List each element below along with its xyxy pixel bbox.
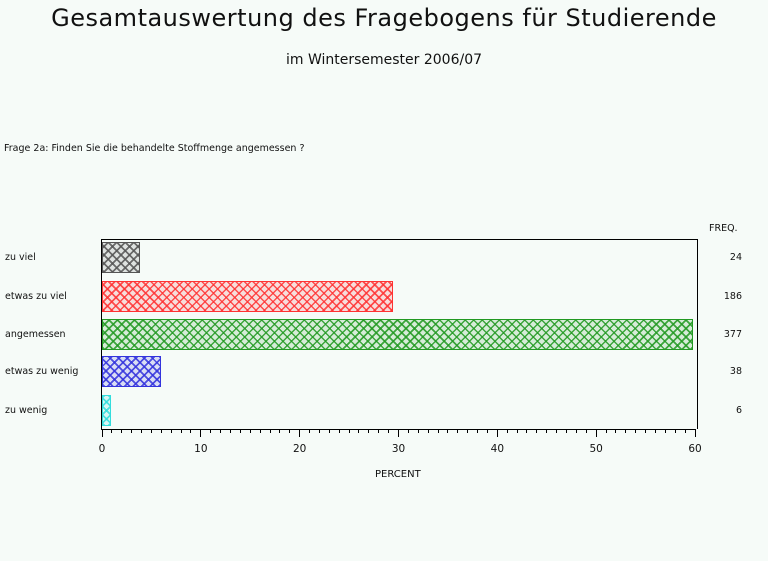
x-tick bbox=[328, 429, 330, 433]
freq-header: FREQ. bbox=[709, 223, 738, 234]
x-tick bbox=[318, 429, 320, 433]
x-tick bbox=[150, 429, 152, 433]
x-tick-label: 20 bbox=[292, 443, 307, 455]
x-tick bbox=[200, 429, 202, 437]
x-tick bbox=[299, 429, 301, 437]
bar-angemessen bbox=[102, 319, 693, 350]
x-tick bbox=[417, 429, 419, 433]
x-tick bbox=[437, 429, 439, 433]
x-tick bbox=[575, 429, 577, 433]
x-tick bbox=[684, 429, 686, 433]
bar-zu-wenig bbox=[102, 395, 112, 426]
x-tick bbox=[526, 429, 528, 433]
x-tick bbox=[368, 429, 370, 433]
x-tick bbox=[477, 429, 479, 433]
x-tick bbox=[625, 429, 627, 433]
x-tick bbox=[348, 429, 350, 433]
x-tick bbox=[101, 429, 103, 437]
x-tick bbox=[388, 429, 390, 433]
x-tick-label: 10 bbox=[194, 443, 208, 455]
x-tick bbox=[645, 429, 647, 433]
x-tick bbox=[694, 429, 696, 437]
x-tick bbox=[427, 429, 429, 433]
x-axis-label: PERCENT bbox=[375, 469, 421, 480]
x-tick bbox=[516, 429, 518, 433]
category-label: etwas zu viel bbox=[5, 291, 67, 302]
bar-etwas-zu-viel bbox=[102, 281, 394, 312]
x-tick bbox=[279, 429, 281, 433]
x-tick bbox=[635, 429, 637, 433]
x-tick bbox=[447, 429, 449, 433]
bar-zu-viel bbox=[102, 242, 140, 273]
frequency-value: 186 bbox=[723, 291, 742, 302]
x-tick bbox=[536, 429, 538, 433]
x-tick-label: 0 bbox=[98, 443, 106, 455]
bar-etwas-zu-wenig bbox=[102, 356, 162, 387]
chart-subtitle: im Wintersemester 2006/07 bbox=[285, 52, 483, 68]
frequency-value: 6 bbox=[735, 405, 742, 416]
x-tick bbox=[259, 429, 261, 433]
x-tick bbox=[605, 429, 607, 433]
x-tick bbox=[585, 429, 587, 433]
x-tick bbox=[496, 429, 498, 437]
x-tick bbox=[170, 429, 172, 433]
x-tick bbox=[229, 429, 231, 433]
x-tick bbox=[467, 429, 469, 433]
frequency-value: 38 bbox=[729, 366, 742, 377]
x-tick bbox=[160, 429, 162, 433]
x-tick bbox=[338, 429, 340, 433]
x-tick bbox=[595, 429, 597, 437]
x-tick bbox=[249, 429, 251, 433]
x-tick bbox=[664, 429, 666, 433]
x-tick-label: 40 bbox=[490, 443, 505, 455]
x-tick bbox=[190, 429, 192, 433]
category-label: zu viel bbox=[5, 252, 36, 263]
category-label: zu wenig bbox=[5, 405, 48, 416]
x-tick bbox=[654, 429, 656, 433]
x-tick-label: 30 bbox=[391, 443, 406, 455]
x-tick bbox=[121, 429, 123, 433]
x-tick bbox=[309, 429, 311, 433]
x-tick bbox=[239, 429, 241, 433]
question-label: Frage 2a: Finden Sie die behandelte Stof… bbox=[4, 143, 305, 154]
x-tick bbox=[506, 429, 508, 433]
x-tick bbox=[141, 429, 143, 433]
x-tick bbox=[180, 429, 182, 433]
x-tick bbox=[674, 429, 676, 433]
x-tick bbox=[407, 429, 409, 433]
frequency-value: 24 bbox=[729, 252, 742, 263]
x-tick bbox=[566, 429, 568, 433]
x-tick bbox=[358, 429, 360, 433]
frequency-value: 377 bbox=[723, 329, 742, 340]
x-tick bbox=[486, 429, 488, 433]
x-tick bbox=[546, 429, 548, 433]
category-label: angemessen bbox=[5, 329, 66, 340]
chart-title: Gesamtauswertung des Fragebogens für Stu… bbox=[51, 4, 717, 32]
plot-frame bbox=[101, 239, 698, 429]
x-tick-label: 60 bbox=[688, 443, 702, 455]
x-tick bbox=[615, 429, 617, 433]
x-tick bbox=[378, 429, 380, 433]
x-tick bbox=[556, 429, 558, 433]
x-tick bbox=[269, 429, 271, 433]
x-tick bbox=[131, 429, 133, 433]
x-tick bbox=[210, 429, 212, 433]
x-tick bbox=[289, 429, 291, 433]
x-tick bbox=[111, 429, 113, 433]
category-label: etwas zu wenig bbox=[5, 366, 79, 377]
x-tick bbox=[457, 429, 459, 433]
x-tick bbox=[398, 429, 399, 437]
x-tick bbox=[220, 429, 222, 433]
x-tick-label: 50 bbox=[589, 443, 603, 455]
